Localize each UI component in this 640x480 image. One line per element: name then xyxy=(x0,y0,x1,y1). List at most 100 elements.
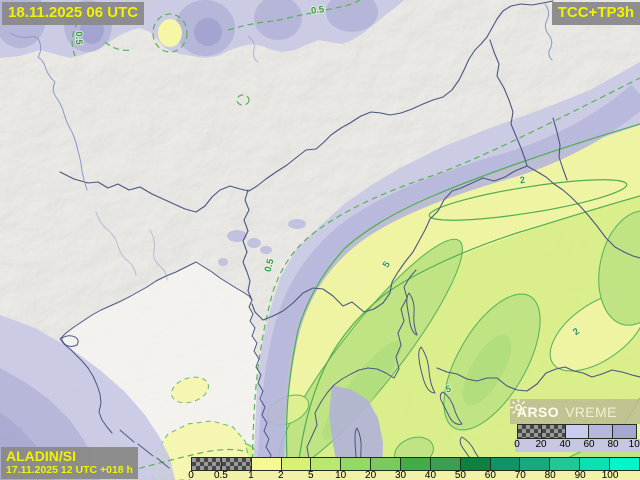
legend-cell xyxy=(460,458,491,470)
coastline-venice xyxy=(61,335,79,347)
legend-tick: 80 xyxy=(544,470,556,480)
legend-tick: 40 xyxy=(424,470,437,480)
cloud-mid-blob-5 xyxy=(218,258,228,266)
legend-cell xyxy=(550,458,581,470)
legend-cell xyxy=(613,425,636,438)
legend-tick: 0 xyxy=(514,439,520,450)
legend-tick: 2 xyxy=(278,470,284,480)
valid-time-badge: 18.11.2025 06 UTC xyxy=(2,2,145,25)
cloud-legend-cells xyxy=(517,424,637,439)
island-cres-2 xyxy=(418,346,436,394)
border-croatia-inland xyxy=(436,366,640,392)
contour-dashed-05-top xyxy=(227,0,361,31)
river-po-2 xyxy=(149,229,168,281)
legend-tick: 20 xyxy=(365,470,377,480)
legend-cell xyxy=(580,458,611,470)
model-info-box: ALADIN/SI 17.11.2025 12 UTC +018 h xyxy=(1,447,138,479)
legend-tick: 20 xyxy=(535,439,547,450)
contour-dashed-05-nw2 xyxy=(104,41,132,51)
cloud-top-blob-5 xyxy=(326,0,378,32)
legend-tick: 70 xyxy=(514,470,526,480)
contour-dashed-05 xyxy=(71,0,640,480)
precip-legend-strip xyxy=(191,471,640,480)
legend-cell xyxy=(192,458,222,470)
coastline-istria-east xyxy=(300,269,417,480)
precip-patch-paleyellow-2 xyxy=(171,376,209,404)
legend-cell xyxy=(541,425,566,438)
coastline-lagoon-islands xyxy=(119,429,170,469)
border-alps-main xyxy=(59,0,554,213)
legend-cell xyxy=(430,458,461,470)
contour-layer xyxy=(71,0,640,480)
legend-cell xyxy=(520,458,551,470)
legend-cell xyxy=(371,458,402,470)
legend-tick: 0.5 xyxy=(213,470,228,480)
river-po-1 xyxy=(95,211,137,276)
arso-vreme-logo: ARSO VREME xyxy=(510,399,640,424)
legend-tick: 1 xyxy=(248,470,254,480)
cloud-band-core xyxy=(257,84,640,480)
river-nw xyxy=(9,32,88,191)
brand-product: VREME xyxy=(565,403,617,420)
legend-tick: 10 xyxy=(335,470,347,480)
coastline-west xyxy=(59,261,197,434)
precip-blob-5mm-b xyxy=(598,210,640,326)
cloud-mid-blob-4 xyxy=(288,219,306,229)
legend-cell xyxy=(281,458,312,470)
contour-solid-1mm xyxy=(285,123,640,480)
border-italy-slovenia xyxy=(242,189,253,301)
legend-cell xyxy=(251,458,282,470)
contour-label: 0.5 xyxy=(73,31,84,45)
cloud-main-band xyxy=(253,62,640,480)
contour-dashed-05-sw xyxy=(119,448,248,475)
model-run-label: 17.11.2025 12 UTC +018 h xyxy=(6,464,133,476)
contour-label: 5 xyxy=(444,383,453,395)
precip-legend-cells xyxy=(191,457,640,471)
legend-cell xyxy=(401,458,431,470)
contour-solid-2mm xyxy=(296,195,640,480)
contour-loop-2mm-ne xyxy=(428,179,628,221)
border-hungary-se xyxy=(489,39,640,259)
legend-cell xyxy=(518,425,542,438)
cloud-legend-ticks: 0 20 40 60 80 100 xyxy=(514,439,640,451)
legend-tick: 5 xyxy=(307,470,314,480)
contour-dashed-05-main xyxy=(251,77,640,480)
cloud-legend-strip xyxy=(515,439,640,452)
cloud-istria-strip xyxy=(329,385,383,480)
sun-icon xyxy=(510,399,527,416)
island-krk xyxy=(439,391,463,425)
legend-tick: 60 xyxy=(583,439,595,450)
geo-layer xyxy=(9,0,640,480)
model-name: ALADIN/SI xyxy=(6,448,76,464)
legend-cell xyxy=(589,425,614,438)
legend-tick: 0 xyxy=(188,470,194,480)
border-slovenia-croatia xyxy=(251,165,528,321)
river-mur xyxy=(544,3,553,61)
contour-label: 0.5 xyxy=(310,4,325,17)
precipitation-legend: 0 0.5 1 2 5 10 20 30 40 50 60 70 80 90 100 xyxy=(188,457,640,480)
legend-cell xyxy=(221,458,252,470)
legend-tick: 80 xyxy=(607,439,619,450)
precip-legend-ticks: 0 0.5 1 2 5 10 20 30 40 50 60 70 80 90 100 xyxy=(188,470,640,480)
rivers xyxy=(9,3,553,281)
cloud-cover-legend: 0 20 40 60 80 100 xyxy=(514,424,640,450)
cloud-mid-blob-3 xyxy=(260,246,272,254)
legend-tick: 50 xyxy=(454,470,466,480)
legend-cell xyxy=(490,458,521,470)
contour-dashed-05-circle xyxy=(236,94,250,106)
legend-tick: 100 xyxy=(601,470,619,480)
brand-agency: ARSO xyxy=(517,403,560,420)
cloud-top-dark-2 xyxy=(194,18,222,46)
precip-blob-core-c xyxy=(462,334,512,406)
legend-cell xyxy=(341,458,372,470)
cloud-top-yellow-redraw xyxy=(158,19,182,47)
coastline-istria-west xyxy=(195,261,273,480)
island-cres-1 xyxy=(406,292,418,336)
legend-cell xyxy=(311,458,342,470)
product-badge: TCC+TP3h xyxy=(551,2,640,25)
legend-tick: 100 xyxy=(628,439,640,450)
legend-tick: 40 xyxy=(559,439,571,450)
